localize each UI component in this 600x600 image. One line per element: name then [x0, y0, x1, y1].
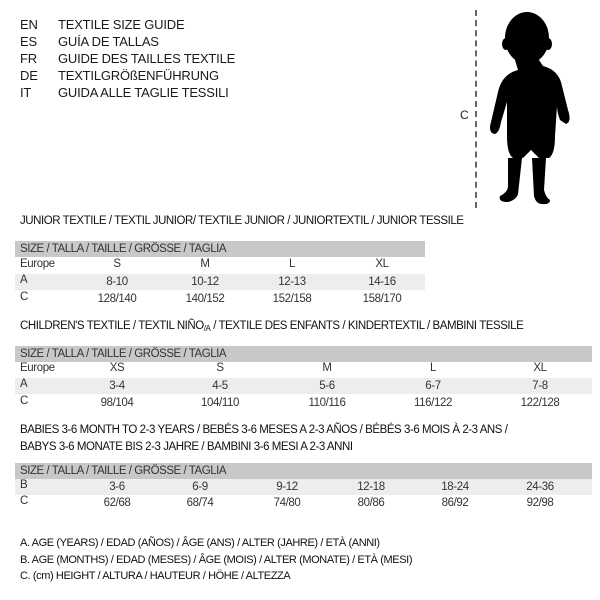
- table-cell: 10-12: [191, 276, 219, 288]
- table-cell: 152/158: [272, 293, 312, 305]
- table-cell: XS: [109, 362, 125, 374]
- legend-c: C. (cm) HEIGHT / ALTURA / HAUTEUR / HÖHE…: [20, 570, 291, 582]
- babies-header: SIZE / TALLA / TAILLE / GRÖSSE / TAGLIA: [15, 463, 592, 479]
- babies-title-line1: BABIES 3-6 MONTH TO 2-3 YEARS / BEBÉS 3-…: [20, 424, 508, 436]
- babies-title-line2: BABYS 3-6 MONATE BIS 2-3 JAHRE / BAMBINI…: [20, 441, 353, 453]
- table-cell: 9-12: [276, 481, 298, 493]
- table-cell: 110/116: [308, 397, 346, 409]
- row-label: A: [20, 378, 28, 390]
- lang-title: GUIDE DES TAILLES TEXTILE: [58, 51, 236, 66]
- table-cell: 3-6: [109, 481, 125, 493]
- legend-a: A. AGE (YEARS) / EDAD (AÑOS) / ÂGE (ANS)…: [20, 537, 380, 549]
- row-label: Europe: [20, 258, 55, 270]
- table-cell: 62/68: [103, 497, 131, 509]
- table-cell: 92/98: [526, 497, 554, 509]
- row-label: A: [20, 274, 28, 286]
- table-cell: 14-16: [368, 276, 396, 288]
- lang-code: EN: [20, 17, 38, 32]
- children-title: CHILDREN'S TEXTILE / TEXTIL NIÑO/A / TEX…: [20, 320, 524, 333]
- lang-title: TEXTILGRÖßENFÜHRUNG: [58, 68, 219, 83]
- lang-code: ES: [20, 34, 37, 49]
- junior-title: JUNIOR TEXTILE / TEXTIL JUNIOR/ TEXTILE …: [20, 215, 464, 227]
- measure-label: C: [460, 108, 469, 122]
- junior-header: SIZE / TALLA / TAILLE / GRÖSSE / TAGLIA: [15, 241, 425, 257]
- children-title-b: / TEXTILE DES ENFANTS / KINDERTEXTIL / B…: [210, 320, 524, 332]
- children-title-sub: /A: [203, 324, 211, 333]
- table-cell: XL: [533, 362, 547, 374]
- lang-title: GUÍA DE TALLAS: [58, 34, 159, 49]
- table-cell: 12-13: [278, 276, 306, 288]
- table-cell: M: [200, 258, 210, 270]
- row-label: C: [20, 495, 28, 507]
- table-cell: 116/122: [414, 397, 452, 409]
- table-cell: S: [113, 258, 121, 270]
- table-cell: 3-4: [109, 380, 125, 392]
- table-cell: 140/152: [185, 293, 225, 305]
- table-cell: S: [216, 362, 224, 374]
- table-cell: 68/74: [186, 497, 214, 509]
- table-cell: 5-6: [319, 380, 335, 392]
- row-band: [15, 274, 425, 290]
- table-cell: 6-7: [425, 380, 441, 392]
- table-cell: 80/86: [357, 497, 385, 509]
- row-label: Europe: [20, 362, 55, 374]
- table-cell: L: [289, 258, 295, 270]
- table-cell: 128/140: [97, 293, 137, 305]
- table-cell: L: [430, 362, 436, 374]
- table-cell: 122/128: [520, 397, 560, 409]
- table-cell: 8-10: [106, 276, 128, 288]
- lang-code: FR: [20, 51, 37, 66]
- table-cell: 104/110: [201, 397, 239, 409]
- row-label: C: [20, 395, 28, 407]
- measure-line: [475, 10, 477, 208]
- children-title-a: CHILDREN'S TEXTILE / TEXTIL NIÑO: [20, 320, 204, 332]
- lang-code: DE: [20, 68, 38, 83]
- table-cell: 6-9: [192, 481, 208, 493]
- row-label: C: [20, 291, 28, 303]
- table-cell: 158/170: [362, 293, 402, 305]
- table-cell: 86/92: [441, 497, 469, 509]
- table-cell: 98/104: [100, 397, 134, 409]
- lang-title: GUIDA ALLE TAGLIE TESSILI: [58, 85, 229, 100]
- lang-code: IT: [20, 85, 32, 100]
- table-cell: 18-24: [441, 481, 469, 493]
- row-band: [15, 479, 592, 495]
- table-cell: 12-18: [357, 481, 385, 493]
- row-band: [15, 378, 592, 394]
- table-cell: 74/80: [273, 497, 301, 509]
- table-cell: XL: [375, 258, 389, 270]
- child-silhouette-icon: [490, 12, 570, 205]
- legend-b: B. AGE (MONTHS) / EDAD (MESES) / ÂGE (MO…: [20, 554, 413, 566]
- table-cell: 4-5: [212, 380, 228, 392]
- table-cell: M: [322, 362, 332, 374]
- table-cell: 7-8: [532, 380, 548, 392]
- children-header: SIZE / TALLA / TAILLE / GRÖSSE / TAGLIA: [15, 346, 592, 362]
- lang-title: TEXTILE SIZE GUIDE: [58, 17, 185, 32]
- table-cell: 24-36: [526, 481, 554, 493]
- row-label: B: [20, 479, 28, 491]
